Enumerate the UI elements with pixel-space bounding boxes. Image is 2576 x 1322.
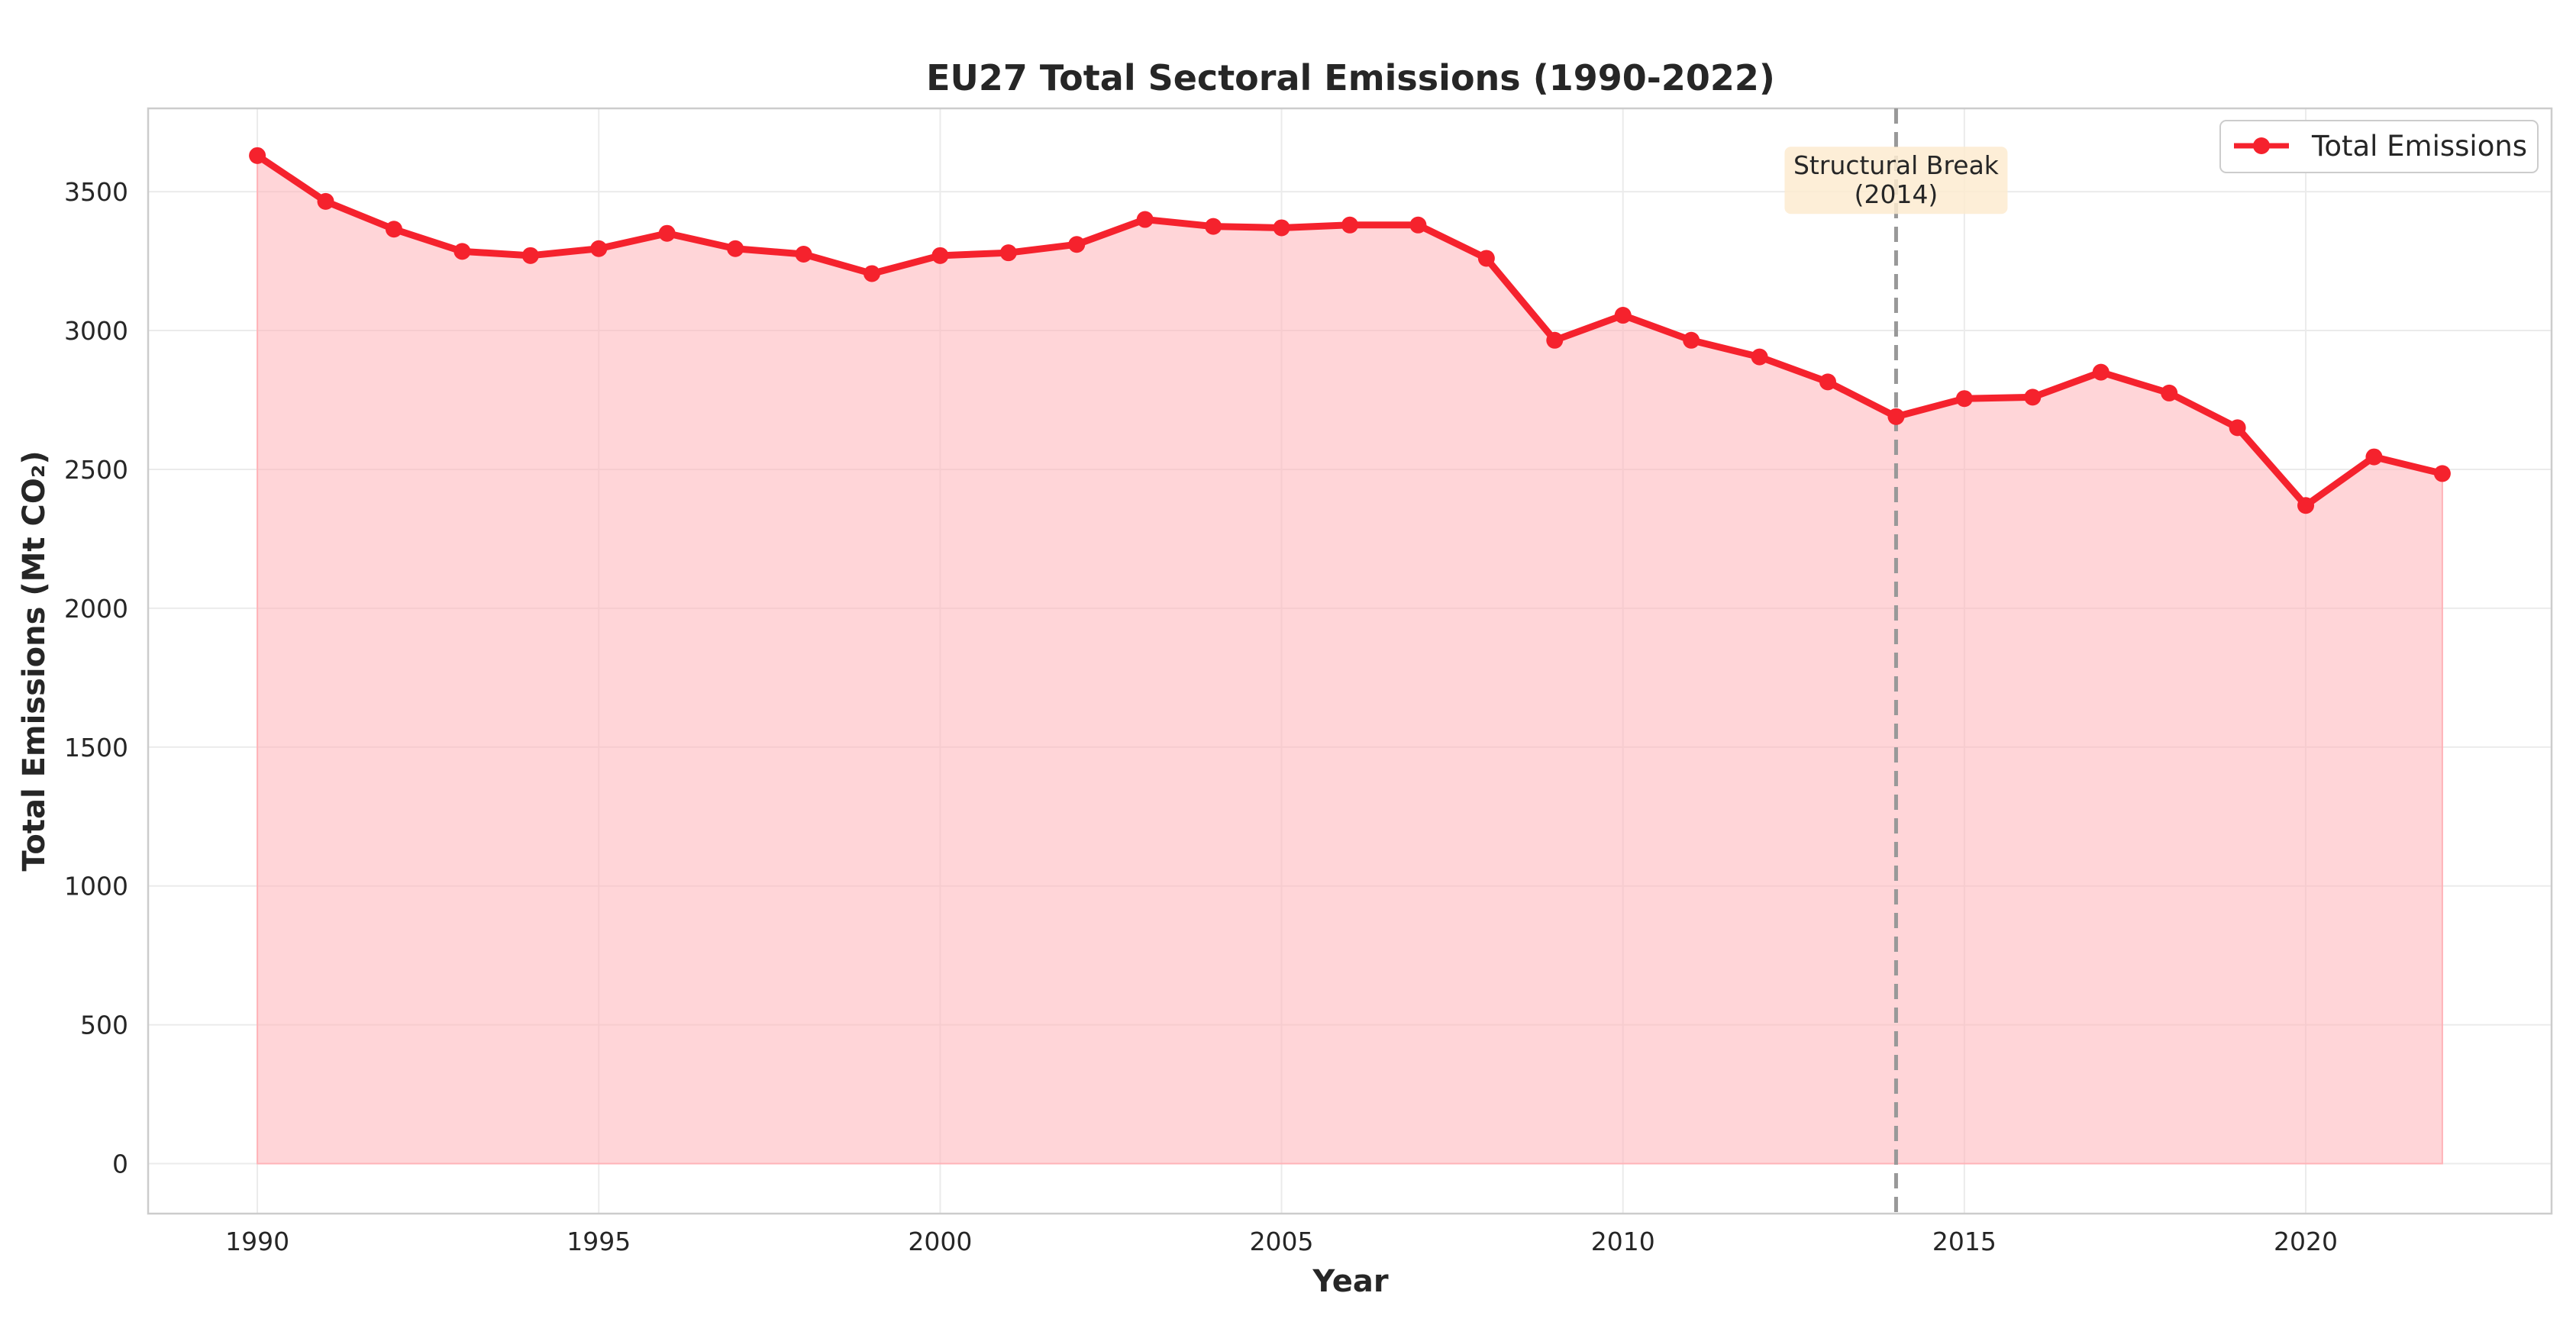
- data-point-2003: [1136, 211, 1154, 228]
- data-point-2011: [1683, 331, 1700, 349]
- x-tick-labels: 1990 1995 2000 2005 2010 2015 2020: [225, 1227, 2338, 1256]
- data-point-1992: [385, 221, 402, 238]
- data-point-2006: [1341, 216, 1358, 234]
- data-point-1999: [863, 265, 880, 282]
- plot-frame: [147, 107, 2553, 1215]
- data-point-2007: [1409, 216, 1427, 234]
- data-point-2002: [1068, 236, 1086, 253]
- y-tick-label-0: 0: [112, 1149, 128, 1179]
- legend-label-total-emissions: Total Emissions: [2311, 130, 2527, 163]
- x-tick-label-2020: 2020: [2274, 1227, 2338, 1256]
- data-point-2013: [1819, 373, 1837, 391]
- data-point-1996: [658, 224, 676, 242]
- x-tick-label-1995: 1995: [567, 1227, 631, 1256]
- data-point-1994: [521, 247, 539, 264]
- data-point-2001: [999, 244, 1017, 262]
- data-point-2004: [1205, 218, 1222, 235]
- data-point-1993: [454, 243, 471, 260]
- data-point-1991: [317, 192, 334, 210]
- y-tick-label-2000: 2000: [64, 594, 128, 624]
- series-layer: [249, 147, 2451, 514]
- legend: Total Emissions: [2219, 120, 2539, 173]
- structural-break-label-box: [1784, 147, 2008, 214]
- y-tick-label-1000: 1000: [64, 872, 128, 901]
- y-tick-label-1500: 1500: [64, 733, 128, 763]
- y-tick-label-3000: 3000: [64, 316, 128, 346]
- y-tick-label-2500: 2500: [64, 455, 128, 485]
- x-tick-label-2015: 2015: [1932, 1227, 1997, 1256]
- data-point-2000: [931, 247, 949, 264]
- legend-marker-swatch: [2253, 137, 2270, 154]
- data-point-2015: [1955, 390, 1973, 408]
- y-tick-label-3500: 3500: [64, 177, 128, 207]
- data-point-2005: [1273, 219, 1290, 237]
- data-point-2020: [2297, 497, 2315, 514]
- x-tick-label-2000: 2000: [908, 1227, 972, 1256]
- y-tick-label-500: 500: [80, 1011, 128, 1040]
- y-tick-labels: 0 500 1000 1500 2000 2500 3000 3500: [64, 177, 128, 1179]
- data-point-2010: [1614, 307, 1632, 324]
- data-point-2014: [1887, 408, 1905, 425]
- structural-break-label-line-0: Structural Break: [1793, 150, 2000, 180]
- data-point-1997: [727, 240, 744, 257]
- data-point-1990: [249, 147, 266, 164]
- data-point-2017: [2092, 363, 2110, 381]
- data-point-2012: [1751, 348, 1768, 366]
- data-point-2009: [1546, 331, 1564, 349]
- data-point-2016: [2024, 389, 2042, 406]
- data-point-2019: [2229, 419, 2246, 437]
- x-tick-label-2010: 2010: [1591, 1227, 1655, 1256]
- data-point-2021: [2365, 448, 2383, 466]
- data-point-2018: [2161, 384, 2178, 401]
- data-point-2022: [2433, 465, 2451, 482]
- data-point-1995: [590, 240, 608, 257]
- data-point-2008: [1477, 250, 1495, 267]
- structural-break-label-line-1: (2014): [1855, 179, 1938, 209]
- y-axis-label: Total Emissions (Mt CO₂): [17, 450, 52, 871]
- annotation-layer: Structural Break(2014): [1784, 147, 2008, 214]
- x-axis-label: Year: [1312, 1264, 1388, 1299]
- x-tick-label-2005: 2005: [1250, 1227, 1314, 1256]
- legend-box: [2219, 120, 2539, 173]
- chart-title: EU27 Total Sectoral Emissions (1990-2022…: [926, 57, 1775, 98]
- data-point-1998: [795, 246, 812, 263]
- x-tick-label-1990: 1990: [225, 1227, 289, 1256]
